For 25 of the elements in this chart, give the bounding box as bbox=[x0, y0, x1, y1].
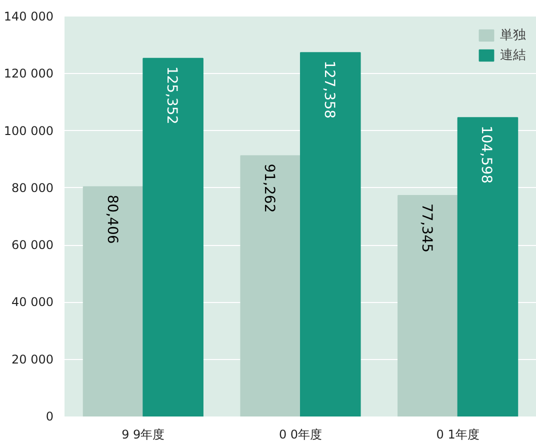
x-tick-label: 9 9年度 bbox=[122, 428, 165, 442]
y-tick-label: 60 000 bbox=[12, 238, 54, 252]
x-tick-label: 0 1年度 bbox=[436, 428, 480, 442]
bar bbox=[82, 186, 144, 416]
y-tick-label: 40 000 bbox=[12, 295, 54, 310]
text: 91,262 bbox=[261, 164, 278, 213]
x-tick-label: 0 0年度 bbox=[278, 428, 322, 442]
legend-label: 連結 bbox=[500, 47, 526, 64]
y-tick-label: 20 000 bbox=[12, 352, 54, 366]
bar bbox=[142, 58, 204, 416]
y-tick-label: 100 000 bbox=[4, 124, 54, 138]
y-tick-label: 80 000 bbox=[12, 180, 54, 195]
bar bbox=[398, 195, 458, 416]
bar bbox=[300, 52, 361, 416]
text: 127,358 bbox=[320, 60, 337, 119]
y-tick-label: 0 bbox=[46, 410, 54, 424]
legend-label: 単独 bbox=[500, 27, 526, 44]
y-tick-label: 120 000 bbox=[4, 66, 54, 81]
text: 77,345 bbox=[418, 204, 434, 253]
text: 125,352 bbox=[164, 66, 180, 124]
y-tick-label: 140 000 bbox=[4, 10, 54, 24]
text: 104,598 bbox=[478, 126, 494, 184]
text: 80,406 bbox=[104, 194, 120, 244]
bar bbox=[240, 155, 301, 416]
bar bbox=[457, 117, 518, 416]
